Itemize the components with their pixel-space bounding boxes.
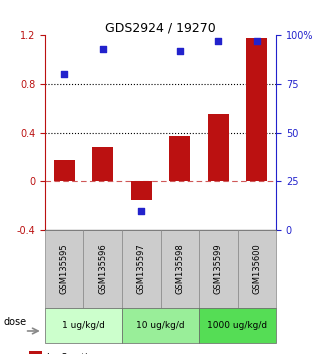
Point <box>62 72 67 77</box>
Text: GSM135600: GSM135600 <box>252 244 261 295</box>
Text: GSM135599: GSM135599 <box>214 244 223 295</box>
Text: GSM135597: GSM135597 <box>137 244 146 295</box>
Bar <box>199 308 276 343</box>
Point <box>177 48 182 54</box>
Bar <box>45 230 83 308</box>
Text: GSM135598: GSM135598 <box>175 244 184 295</box>
Bar <box>169 136 190 181</box>
Bar <box>45 308 122 343</box>
Text: log2 ratio: log2 ratio <box>48 353 94 354</box>
Bar <box>92 147 113 181</box>
Bar <box>208 114 229 181</box>
Point <box>254 38 259 44</box>
Title: GDS2924 / 19270: GDS2924 / 19270 <box>105 21 216 34</box>
Bar <box>199 230 238 308</box>
Bar <box>122 230 160 308</box>
Text: GSM135595: GSM135595 <box>60 244 69 295</box>
Bar <box>29 351 42 354</box>
Text: 1000 ug/kg/d: 1000 ug/kg/d <box>207 321 268 330</box>
Bar <box>246 38 267 181</box>
Bar <box>83 230 122 308</box>
Bar <box>160 230 199 308</box>
Text: GSM135596: GSM135596 <box>98 244 107 295</box>
Text: 1 ug/kg/d: 1 ug/kg/d <box>62 321 105 330</box>
Bar <box>238 230 276 308</box>
Text: dose: dose <box>3 317 26 327</box>
Text: 10 ug/kg/d: 10 ug/kg/d <box>136 321 185 330</box>
Point <box>139 208 144 213</box>
Bar <box>122 308 199 343</box>
Point <box>100 46 105 52</box>
Bar <box>54 160 75 181</box>
Bar <box>131 181 152 200</box>
Point <box>216 38 221 44</box>
